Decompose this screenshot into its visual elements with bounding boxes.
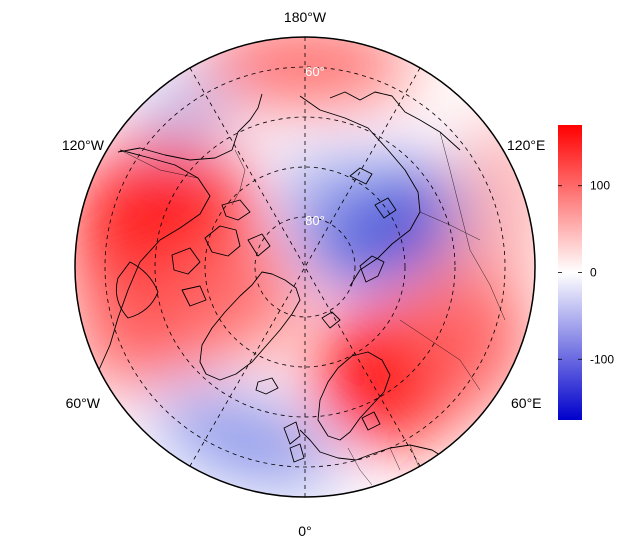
anomaly-field <box>75 37 535 497</box>
coastlines <box>97 91 461 463</box>
colorbar-tick-label: -100 <box>590 352 614 366</box>
north-america-coastline <box>97 149 211 373</box>
lon-label-lower-left: 60°W <box>66 395 101 411</box>
greenland-coastline <box>199 271 301 381</box>
country-borders <box>119 131 506 486</box>
parallel-50 <box>104 66 506 468</box>
lon-label-bottom: 0° <box>298 523 311 539</box>
scandinavia-coastline <box>317 351 391 441</box>
lat-label-80: 80° <box>305 213 325 228</box>
colorbar-tick-label: 100 <box>590 179 610 193</box>
parallel-80 <box>254 216 356 318</box>
colorbar-ticks: 100 0 -100 <box>558 179 614 366</box>
map-boundary <box>74 36 536 498</box>
colorbar: 100 0 -100 <box>558 125 614 420</box>
parallel-70 <box>204 166 406 368</box>
lon-label-lower-right: 60°E <box>511 395 542 411</box>
lon-label-top: 180°W <box>284 9 327 25</box>
colorbar-tick-label: 0 <box>590 266 597 280</box>
negative-anomaly-atlantic <box>154 395 336 485</box>
lat-label-60: 60° <box>305 64 325 79</box>
lon-label-upper-right: 120°E <box>507 137 545 153</box>
siberia-coastline <box>299 95 421 287</box>
graticule <box>104 37 506 497</box>
lon-label-upper-left: 120°W <box>62 137 105 153</box>
